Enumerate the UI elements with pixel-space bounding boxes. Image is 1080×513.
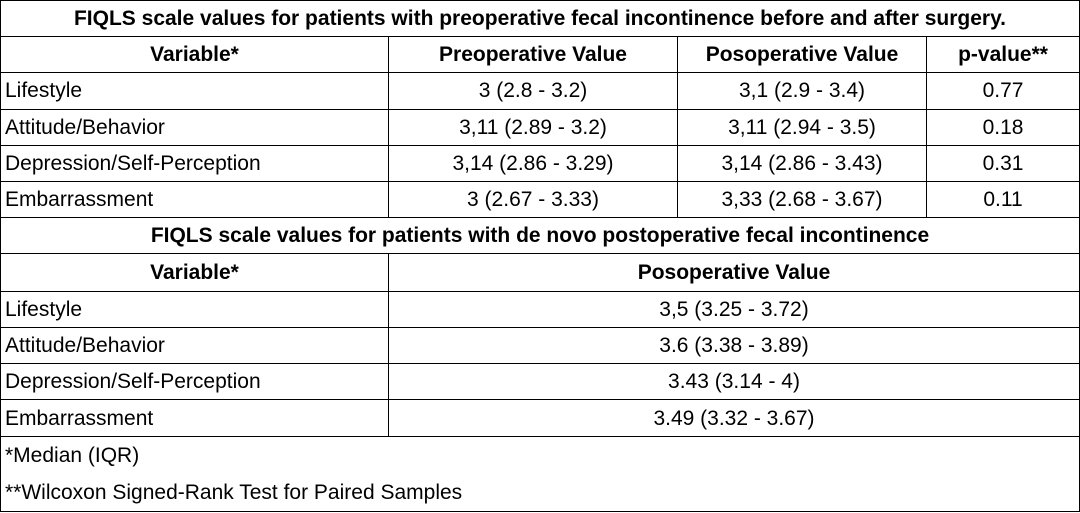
- column-header-variable: Variable*: [0, 36, 389, 74]
- column-header-p-value: p-value**: [926, 36, 1080, 74]
- posoperative-cell: 3,33 (2.68 - 3.67): [677, 180, 927, 219]
- variable-cell: Attitude/Behavior: [0, 108, 389, 146]
- footnote-row: **Wilcoxon Signed-Rank Test for Paired S…: [0, 474, 1080, 513]
- posoperative-cell: 3,1 (2.9 - 3.4): [677, 72, 927, 110]
- table-row: Lifestyle 3,5 (3.25 - 3.72): [0, 290, 1080, 328]
- p-value-cell: 0.11: [926, 180, 1080, 219]
- variable-cell: Depression/Self-Perception: [0, 144, 389, 182]
- column-header-preoperative: Preoperative Value: [388, 36, 678, 74]
- column-header-posoperative: Posoperative Value: [677, 36, 927, 74]
- table-row: Depression/Self-Perception 3.43 (3.14 - …: [0, 362, 1080, 401]
- table1-title-row: FIQLS scale values for patients with pre…: [0, 0, 1080, 38]
- variable-cell: Lifestyle: [0, 290, 389, 328]
- p-value-cell: 0.31: [926, 144, 1080, 182]
- table-row: Lifestyle 3 (2.8 - 3.2) 3,1 (2.9 - 3.4) …: [0, 72, 1080, 110]
- table-row: Attitude/Behavior 3.6 (3.38 - 3.89): [0, 326, 1080, 364]
- table2-title-row: FIQLS scale values for patients with de …: [0, 217, 1080, 255]
- table2-title: FIQLS scale values for patients with de …: [0, 217, 1080, 255]
- table2-header-row: Variable* Posoperative Value: [0, 253, 1080, 292]
- table-row: Depression/Self-Perception 3,14 (2.86 - …: [0, 144, 1080, 182]
- table1-title: FIQLS scale values for patients with pre…: [0, 0, 1080, 38]
- variable-cell: Depression/Self-Perception: [0, 362, 389, 401]
- posoperative-cell: 3,5 (3.25 - 3.72): [388, 290, 1080, 328]
- posoperative-cell: 3,14 (2.86 - 3.43): [677, 144, 927, 182]
- variable-cell: Attitude/Behavior: [0, 326, 389, 364]
- posoperative-cell: 3.49 (3.32 - 3.67): [388, 399, 1080, 438]
- preoperative-cell: 3,11 (2.89 - 3.2): [388, 108, 678, 146]
- variable-cell: Embarrassment: [0, 180, 389, 219]
- variable-cell: Embarrassment: [0, 399, 389, 438]
- preoperative-cell: 3 (2.67 - 3.33): [388, 180, 678, 219]
- footnote-wilcoxon: **Wilcoxon Signed-Rank Test for Paired S…: [0, 474, 1080, 513]
- variable-cell: Lifestyle: [0, 72, 389, 110]
- table-row: Embarrassment 3 (2.67 - 3.33) 3,33 (2.68…: [0, 180, 1080, 219]
- posoperative-cell: 3.43 (3.14 - 4): [388, 362, 1080, 401]
- footnote-median-iqr: *Median (IQR): [0, 436, 1080, 475]
- table-row: Embarrassment 3.49 (3.32 - 3.67): [0, 399, 1080, 438]
- preoperative-cell: 3 (2.8 - 3.2): [388, 72, 678, 110]
- table1-header-row: Variable* Preoperative Value Posoperativ…: [0, 36, 1080, 74]
- posoperative-cell: 3,11 (2.94 - 3.5): [677, 108, 927, 146]
- p-value-cell: 0.18: [926, 108, 1080, 146]
- table-row: Attitude/Behavior 3,11 (2.89 - 3.2) 3,11…: [0, 108, 1080, 146]
- column-header-variable: Variable*: [0, 253, 389, 292]
- posoperative-cell: 3.6 (3.38 - 3.89): [388, 326, 1080, 364]
- footnote-row: *Median (IQR): [0, 436, 1080, 475]
- column-header-posoperative: Posoperative Value: [388, 253, 1080, 292]
- p-value-cell: 0.77: [926, 72, 1080, 110]
- preoperative-cell: 3,14 (2.86 - 3.29): [388, 144, 678, 182]
